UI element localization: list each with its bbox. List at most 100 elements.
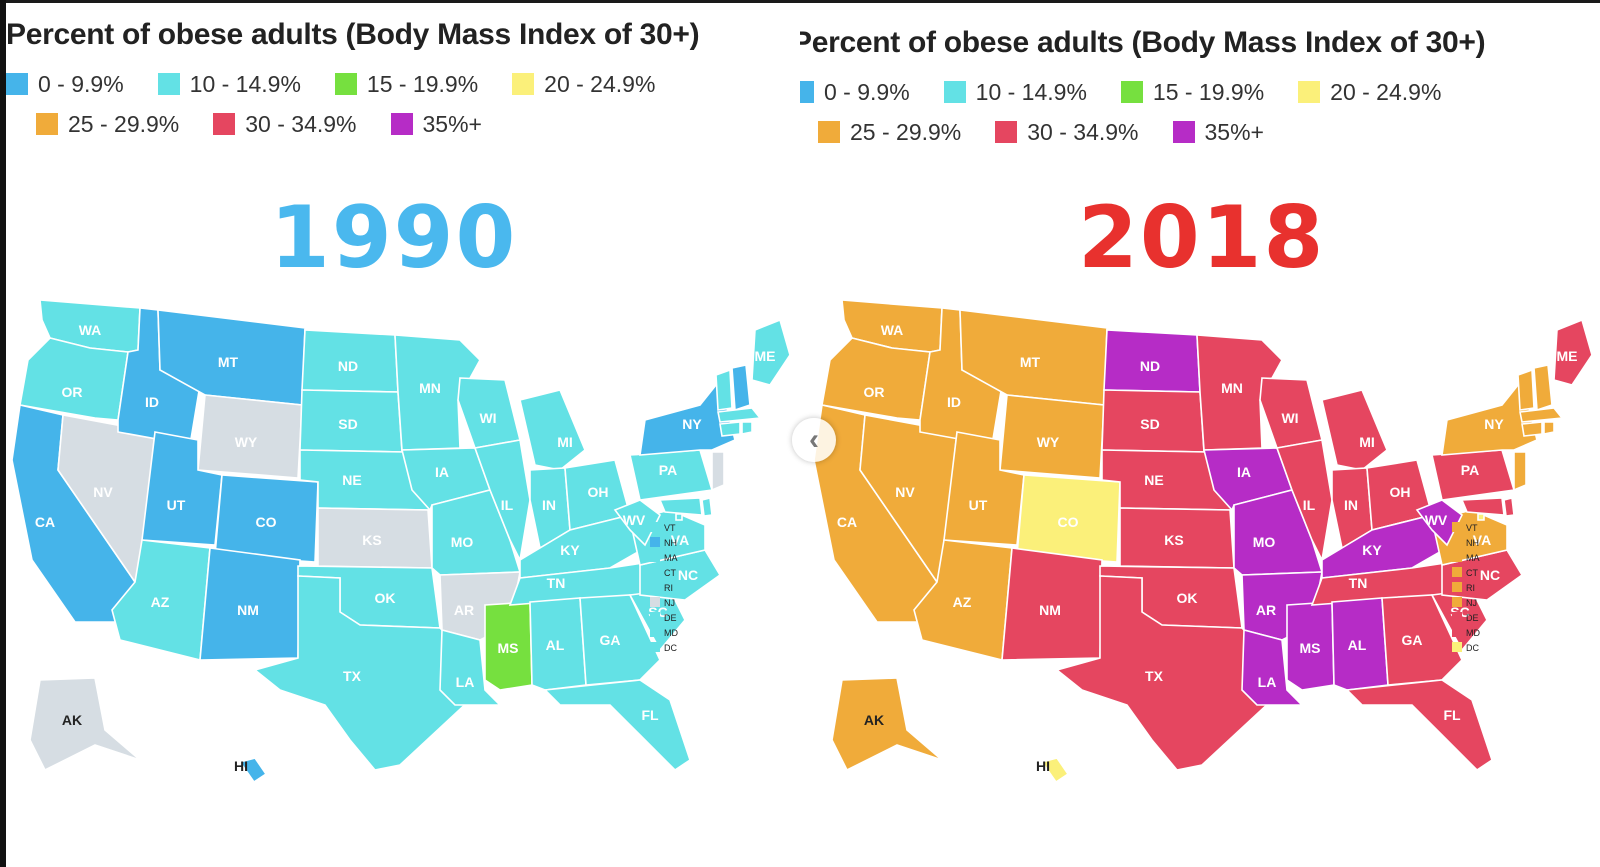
- legend-label: 25 - 29.9%: [68, 110, 180, 137]
- state-label-me: ME: [755, 348, 776, 364]
- state-label-fl: FL: [641, 707, 659, 723]
- state-label-nm: NM: [1039, 602, 1061, 618]
- state-label-sd: SD: [1140, 416, 1159, 432]
- callout-swatch-vt: [650, 522, 660, 532]
- state-fl: [543, 679, 691, 772]
- state-label-ky: KY: [560, 542, 580, 558]
- state-label-wa: WA: [79, 322, 102, 338]
- legend-row: 25 - 29.9% 30 - 34.9% 35%+: [818, 112, 1475, 152]
- legend-label: 20 - 24.9%: [1330, 78, 1442, 105]
- state-label-id: ID: [145, 394, 159, 410]
- swatch: [1172, 121, 1195, 143]
- legend-label: 15 - 19.9%: [366, 70, 479, 97]
- state-ny: [639, 378, 736, 456]
- state-label-ok: OK: [1177, 590, 1198, 606]
- state-nj: [711, 451, 725, 492]
- state-ri: [1543, 421, 1555, 435]
- state-label-tx: TX: [343, 668, 362, 684]
- state-label-wi: WI: [1281, 410, 1298, 426]
- callout-swatch-de: [1452, 612, 1462, 622]
- state-label-ga: GA: [600, 632, 621, 648]
- state-de: [1503, 497, 1515, 517]
- swatch: [818, 121, 840, 143]
- legend-label: 0 - 9.9%: [38, 70, 124, 97]
- state-label-ne: NE: [342, 472, 361, 488]
- callout-swatch-ma: [1452, 552, 1462, 562]
- state-vt: [715, 368, 733, 411]
- us-map-1990: WA OR CA NV ID MT WY UT CO AZ NM ND SD NE KS OK TX MN IA MO…: [11, 299, 791, 784]
- callout-swatch-dc: [1452, 642, 1462, 652]
- legend-label: 15 - 19.9%: [1152, 78, 1265, 105]
- state-label-al: AL: [1348, 637, 1367, 653]
- state-tx: [253, 575, 471, 771]
- legend-item: 15 - 19.9%: [1120, 78, 1265, 106]
- state-co: [1016, 474, 1121, 563]
- state-label-me: ME: [1557, 348, 1578, 364]
- legend: 0 - 9.9% 10 - 14.9% 15 - 19.9% 20 - 24.9…: [6, 64, 689, 144]
- callout-swatch-md: [1452, 627, 1462, 637]
- callout-label-dc: DC: [664, 643, 677, 653]
- state-tx: [1055, 575, 1273, 771]
- state-vt: [1517, 368, 1535, 411]
- state-label-tn: TN: [1349, 575, 1368, 591]
- state-label-mi: MI: [557, 434, 573, 450]
- swatch: [213, 113, 236, 135]
- legend-item: 35%+: [390, 111, 482, 138]
- swatch: [1120, 81, 1143, 103]
- legend-row: 0 - 9.9% 10 - 14.9% 15 - 19.9% 20 - 24.9…: [6, 64, 689, 104]
- state-label-az: AZ: [953, 594, 972, 610]
- state-ga: [579, 594, 661, 686]
- state-label-ak: AK: [62, 712, 82, 728]
- state-label-nm: NM: [237, 602, 259, 618]
- state-label-pa: PA: [1461, 462, 1479, 478]
- callout-label-ct: CT: [664, 568, 676, 578]
- left-border: [0, 0, 6, 867]
- state-ak: [831, 677, 943, 772]
- callout-label-ma: MA: [664, 553, 678, 563]
- state-label-tn: TN: [547, 575, 566, 591]
- state-mi: [519, 389, 586, 471]
- legend-item: 20 - 24.9%: [512, 71, 655, 98]
- state-dc: [675, 513, 683, 521]
- callout-label-dc: DC: [1466, 643, 1479, 653]
- state-label-mo: MO: [1253, 534, 1276, 550]
- state-label-ok: OK: [375, 590, 396, 606]
- legend-title: Percent of obese adults (Body Mass Index…: [6, 18, 700, 51]
- state-label-ut: UT: [969, 497, 988, 513]
- state-nh: [731, 364, 751, 412]
- state-label-ga: GA: [1402, 632, 1423, 648]
- state-label-or: OR: [62, 384, 83, 400]
- state-label-ia: IA: [435, 464, 449, 480]
- callout-label-de: DE: [1466, 613, 1479, 623]
- state-ct: [1521, 421, 1543, 437]
- callout-label-ma: MA: [1466, 553, 1480, 563]
- swatch: [157, 73, 180, 95]
- callout-label-ri: RI: [1466, 583, 1475, 593]
- state-label-ca: CA: [35, 514, 55, 530]
- state-md: [658, 497, 703, 516]
- legend-item: 10 - 14.9%: [157, 71, 301, 98]
- state-label-nc: NC: [678, 567, 698, 583]
- state-label-pa: PA: [659, 462, 677, 478]
- state-label-ar: AR: [454, 602, 474, 618]
- callout-swatch-ct: [650, 567, 660, 577]
- legend-item: 25 - 29.9%: [36, 111, 179, 138]
- state-label-nd: ND: [1140, 358, 1160, 374]
- state-nh: [1533, 364, 1553, 412]
- callout-swatch-nh: [1452, 537, 1462, 547]
- panel-2018: Percent of obese adults (Body Mass Index…: [800, 0, 1600, 867]
- chevron-left-icon[interactable]: ‹: [792, 418, 836, 462]
- state-ny: [1441, 378, 1538, 456]
- state-label-ms: MS: [1300, 640, 1321, 656]
- legend-item: 0 - 9.9%: [800, 79, 910, 106]
- state-label-mt: MT: [1020, 354, 1041, 370]
- state-dc: [1477, 513, 1485, 521]
- state-label-co: CO: [256, 514, 277, 530]
- state-ga: [1381, 594, 1463, 686]
- year-heading: 2018: [1078, 188, 1326, 288]
- state-label-ky: KY: [1362, 542, 1382, 558]
- state-label-id: ID: [947, 394, 961, 410]
- legend-item: 0 - 9.9%: [6, 71, 124, 98]
- state-ct: [719, 421, 741, 437]
- state-or: [821, 337, 931, 421]
